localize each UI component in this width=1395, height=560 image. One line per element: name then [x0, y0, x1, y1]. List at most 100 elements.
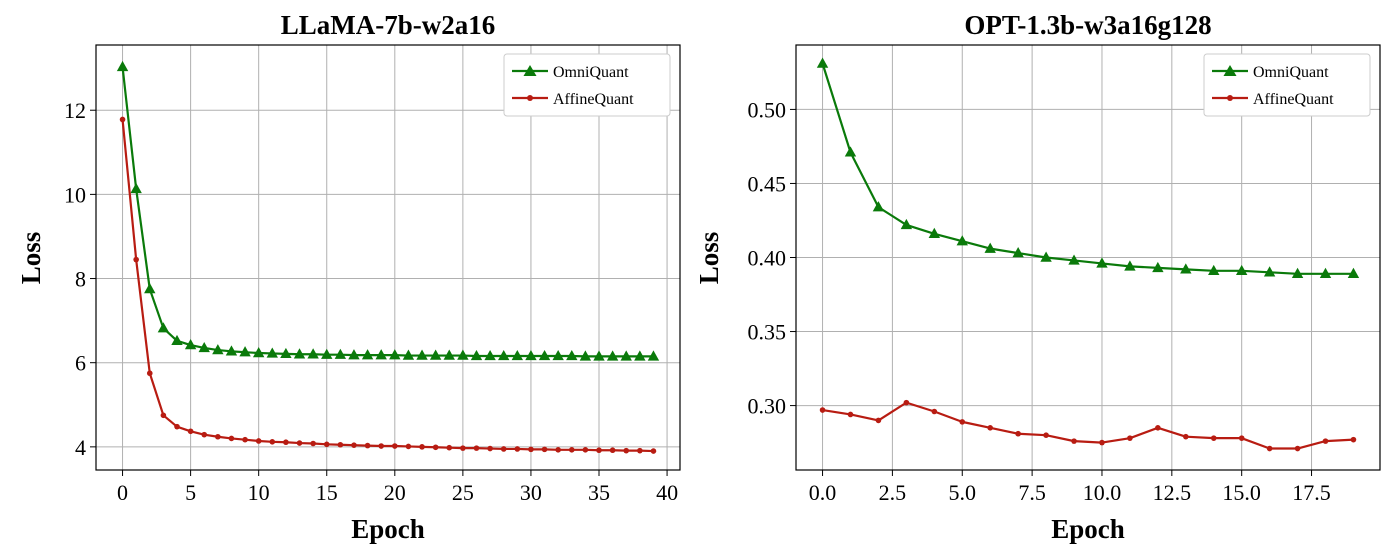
- x-tick-label: 30: [520, 480, 542, 505]
- data-point-affinequant: [1266, 445, 1273, 452]
- data-point-affinequant: [255, 438, 262, 444]
- data-point-omniquant: [198, 341, 210, 353]
- data-point-affinequant: [1155, 424, 1161, 431]
- data-point-affinequant: [528, 446, 534, 453]
- y-axis-label: Loss: [16, 232, 46, 285]
- legend-marker-affinequant: [1227, 95, 1233, 101]
- legend-box: [503, 53, 671, 117]
- series-line-omniquant: [821, 63, 1354, 275]
- data-point-affinequant: [582, 447, 589, 453]
- legend: OmniQuant AffineQuant: [1203, 53, 1371, 117]
- data-point-omniquant: [130, 182, 142, 194]
- data-point-affinequant: [174, 423, 180, 430]
- data-point-omniquant: [511, 349, 524, 361]
- data-point-omniquant: [634, 350, 646, 361]
- x-tick-label: 10: [248, 480, 270, 505]
- data-point-affinequant: [1099, 439, 1105, 446]
- data-point-affinequant: [596, 447, 602, 454]
- y-tick-label: 0.35: [748, 320, 787, 345]
- data-point-affinequant: [555, 447, 561, 453]
- data-point-affinequant: [1071, 438, 1077, 444]
- data-point-affinequant: [201, 431, 208, 438]
- data-point-affinequant: [405, 443, 412, 450]
- data-point-affinequant: [959, 419, 966, 425]
- data-point-omniquant: [184, 339, 197, 350]
- series-line-affinequant: [121, 119, 654, 453]
- chart-title: OPT-1.3b-w3a16g128: [964, 10, 1211, 40]
- x-tick-label: 35: [588, 480, 610, 505]
- x-tick-label: 40: [656, 480, 678, 505]
- data-point-affinequant: [351, 442, 357, 448]
- data-point-affinequant: [460, 445, 466, 451]
- legend-marker-affinequant: [527, 95, 533, 101]
- data-point-omniquant: [361, 349, 374, 360]
- data-point-omniquant: [647, 350, 660, 361]
- data-point-affinequant: [323, 441, 330, 448]
- chart-opt-1-3b: 0.0 2.5 5.0 7.5 10.0 12.5 15.0 17.5 0.30 0.35 0.40…: [694, 10, 1381, 544]
- data-point-affinequant: [1182, 433, 1189, 440]
- data-point-omniquant: [307, 348, 319, 359]
- data-point-affinequant: [160, 412, 167, 419]
- legend: OmniQuant AffineQuant: [503, 53, 671, 117]
- data-point-affinequant: [1043, 432, 1049, 439]
- data-point-omniquant: [443, 349, 455, 360]
- data-point-affinequant: [242, 436, 248, 443]
- data-point-omniquant: [225, 345, 238, 356]
- y-tick-label: 0.40: [748, 246, 787, 271]
- data-point-omniquant: [1291, 267, 1304, 278]
- plot-frame: [95, 44, 681, 471]
- data-point-affinequant: [1294, 445, 1301, 452]
- x-tick-label: 0.0: [809, 480, 837, 505]
- data-point-omniquant: [484, 349, 496, 361]
- x-tick-label: 10.0: [1083, 480, 1122, 505]
- data-point-omniquant: [566, 349, 578, 361]
- data-point-omniquant: [293, 348, 306, 359]
- data-point-affinequant: [514, 446, 521, 452]
- legend-box: [1203, 53, 1371, 117]
- data-point-affinequant: [310, 440, 316, 447]
- data-point-omniquant: [252, 347, 265, 358]
- y-tick-label: 4: [75, 435, 86, 460]
- data-point-affinequant: [568, 447, 575, 453]
- data-point-omniquant: [1012, 247, 1024, 258]
- data-point-omniquant: [348, 349, 360, 360]
- data-point-omniquant: [457, 349, 469, 360]
- data-point-affinequant: [296, 440, 303, 446]
- data-point-omniquant: [552, 349, 564, 361]
- data-point-affinequant: [1015, 430, 1021, 437]
- data-point-affinequant: [541, 446, 548, 453]
- data-point-omniquant: [402, 349, 415, 360]
- data-point-omniquant: [334, 348, 347, 359]
- data-point-omniquant: [1068, 254, 1080, 265]
- data-point-omniquant: [1319, 267, 1332, 278]
- data-point-affinequant: [875, 417, 882, 424]
- tick-marks: 0.0 2.5 5.0 7.5 10.0 12.5 15.0 17.5 0.30 0.35 0.40…: [748, 97, 1331, 505]
- data-point-affinequant: [500, 446, 507, 452]
- data-point-omniquant: [620, 350, 632, 361]
- data-point-affinequant: [931, 408, 938, 415]
- chart-llama-7b: 0 5 10 15 20 25 30 35 40 4 6 8 10 12 LLaMA-7b-w2a16 E…: [16, 10, 681, 544]
- data-point-affinequant: [847, 411, 854, 418]
- y-tick-label: 0.30: [748, 394, 787, 419]
- data-point-affinequant: [419, 444, 425, 450]
- x-tick-label: 17.5: [1292, 480, 1331, 505]
- legend-marker-omniquant: [523, 65, 537, 76]
- x-tick-label: 5: [185, 480, 196, 505]
- data-point-affinequant: [187, 428, 194, 435]
- y-axis-label: Loss: [694, 232, 724, 285]
- x-tick-label: 25: [452, 480, 474, 505]
- series-lines: [816, 57, 1360, 452]
- data-point-omniquant: [525, 349, 537, 361]
- tick-marks: 0 5 10 15 20 25 30 35 40 4 6 8 10 12: [64, 98, 678, 505]
- data-point-affinequant: [623, 447, 630, 454]
- legend-label-omniquant: OmniQuant: [1253, 64, 1329, 81]
- data-point-omniquant: [375, 349, 387, 360]
- legend-marker-omniquant: [1223, 65, 1237, 76]
- data-point-affinequant: [1238, 435, 1245, 441]
- data-point-omniquant: [1040, 251, 1052, 262]
- data-point-affinequant: [378, 443, 384, 449]
- legend-label-omniquant: OmniQuant: [553, 64, 629, 81]
- data-point-affinequant: [987, 424, 994, 431]
- chart-title: LLaMA-7b-w2a16: [281, 10, 496, 40]
- data-point-omniquant: [321, 348, 333, 359]
